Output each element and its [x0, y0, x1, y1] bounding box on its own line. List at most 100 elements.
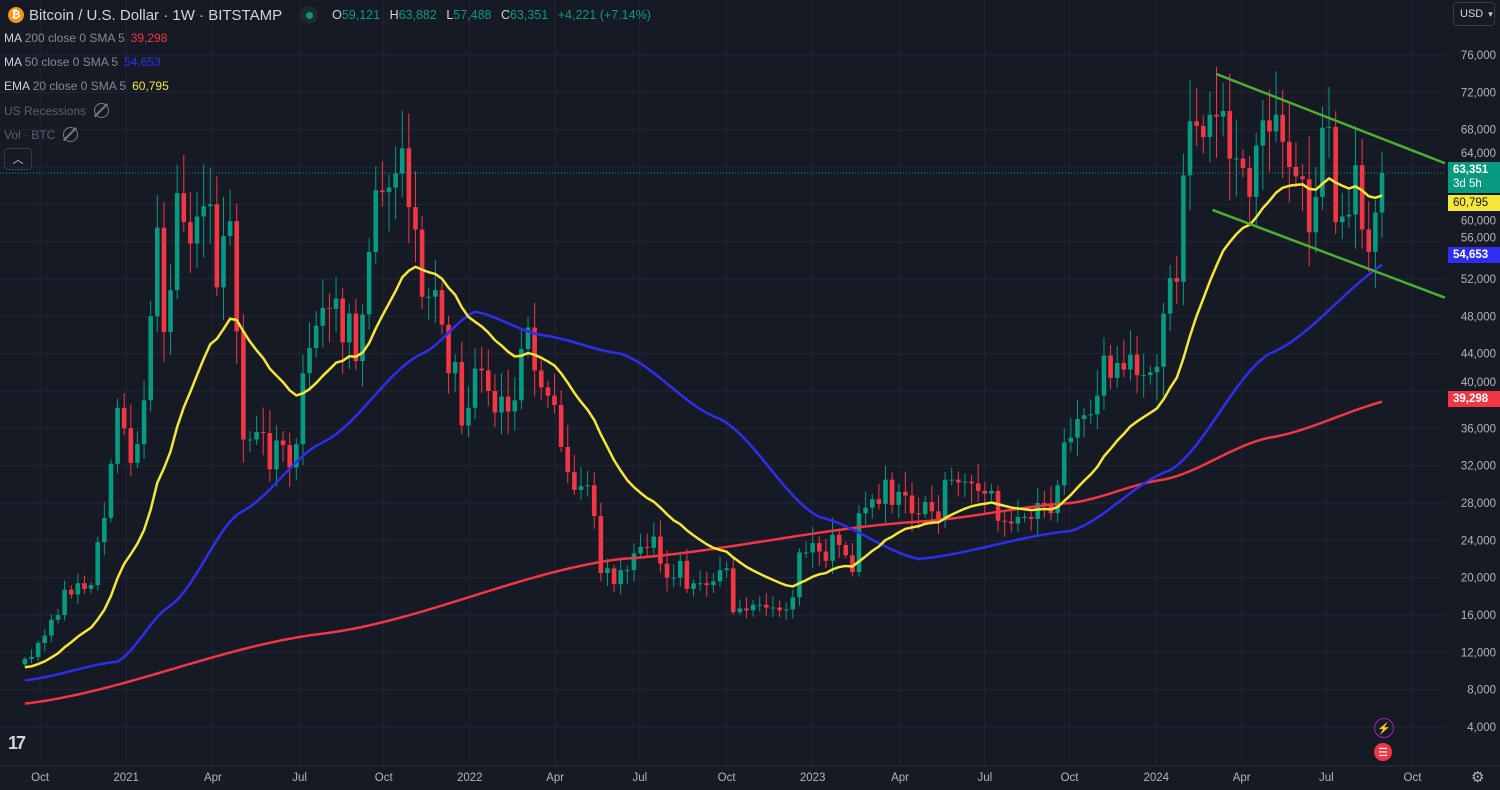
- candle-body: [1081, 415, 1087, 419]
- candle-body: [459, 362, 465, 426]
- x-tick-label: Apr: [891, 772, 909, 784]
- candle-body: [108, 463, 114, 518]
- y-tick-label: 8,000: [1467, 685, 1496, 697]
- candle-body: [393, 173, 398, 188]
- bitcoin-icon: ₿: [8, 7, 24, 23]
- legend-ma200[interactable]: MA 200 close 0 SMA 5 39,298: [4, 31, 167, 45]
- candle-body: [856, 513, 862, 573]
- candle-body: [121, 407, 127, 429]
- candle-body: [605, 568, 610, 573]
- candle-body: [724, 568, 729, 571]
- x-tick-label: Oct: [718, 772, 737, 784]
- chevron-down-icon: ▾: [1488, 8, 1493, 19]
- collapse-legend-button[interactable]: ︿: [4, 148, 32, 170]
- lightning-icon[interactable]: ⚡: [1374, 718, 1394, 738]
- candle-body: [836, 534, 842, 545]
- low-label: L: [446, 8, 454, 22]
- candle-body: [1108, 355, 1113, 378]
- legend-us-recessions[interactable]: US Recessions: [4, 103, 110, 118]
- gear-icon[interactable]: ⚙: [1471, 769, 1485, 786]
- candle-body: [737, 608, 743, 613]
- candle-body: [254, 432, 259, 440]
- candle-body: [578, 486, 584, 490]
- x-tick-label: 2023: [800, 772, 826, 784]
- candle-body: [1260, 120, 1266, 146]
- y-tick-label: 24,000: [1461, 535, 1496, 547]
- candle-body: [664, 563, 670, 578]
- ma50-line: [24, 263, 1383, 682]
- indicator-name: Vol · BTC: [4, 128, 56, 142]
- channel-lower-trendline: [1212, 208, 1446, 299]
- candle-body: [95, 542, 101, 586]
- candle-body: [519, 348, 524, 401]
- candle-body: [1061, 442, 1067, 486]
- candle-body: [525, 327, 531, 349]
- open-label: O: [332, 8, 342, 22]
- us-flag-icon[interactable]: ☰: [1374, 743, 1392, 761]
- candle-body: [889, 479, 895, 505]
- candle-body: [545, 387, 551, 396]
- candle-body: [777, 607, 782, 611]
- currency-select[interactable]: USD ▾: [1453, 2, 1495, 26]
- y-tick-label: 60,000: [1461, 215, 1496, 227]
- eye-hidden-icon[interactable]: [63, 127, 79, 142]
- symbol-title[interactable]: Bitcoin / U.S. Dollar · 1W · BITSTAMP: [29, 6, 283, 24]
- candle-body: [22, 658, 28, 665]
- candle-body: [711, 581, 716, 586]
- candle-body: [466, 407, 471, 426]
- ema20-line: [24, 177, 1383, 669]
- candle-body: [214, 204, 220, 288]
- candle-body: [1320, 127, 1325, 197]
- candle-body: [869, 499, 875, 508]
- candle-body: [320, 307, 326, 326]
- eye-hidden-icon[interactable]: [94, 103, 110, 118]
- candle-body: [1181, 175, 1186, 282]
- candle-body: [1326, 126, 1332, 128]
- change-value: +4,221 (+7.14%): [557, 8, 651, 22]
- candle-body: [552, 395, 557, 405]
- candle-body: [1214, 114, 1219, 117]
- candle-body: [949, 479, 954, 481]
- candle-body: [638, 546, 643, 554]
- legend-volume[interactable]: Vol · BTC: [4, 127, 79, 142]
- candle-body: [42, 635, 48, 643]
- candle-body: [817, 543, 822, 552]
- candle-body: [1194, 121, 1199, 126]
- y-tick-label: 44,000: [1461, 349, 1496, 361]
- bar-countdown: 3d 5h: [1453, 178, 1482, 190]
- candle-body: [75, 583, 81, 595]
- candle-body: [267, 432, 273, 470]
- x-tick-label: Oct: [375, 772, 394, 784]
- legend-ma50[interactable]: MA 50 close 0 SMA 5 54,653: [4, 55, 161, 69]
- tradingview-logo[interactable]: 17: [8, 733, 26, 753]
- candle-body: [1134, 354, 1140, 376]
- candle-body: [88, 585, 94, 589]
- candle-body: [922, 502, 928, 515]
- candle-body: [982, 490, 988, 494]
- low-value: 57,488: [453, 8, 492, 22]
- candle-body: [1055, 485, 1060, 514]
- candle-body: [1227, 110, 1233, 159]
- candle-body: [148, 316, 153, 401]
- y-tick-label: 40,000: [1461, 377, 1496, 389]
- candle-body: [1075, 418, 1080, 438]
- candle-body: [1359, 165, 1365, 230]
- x-tick-label: Apr: [546, 772, 564, 784]
- legend-ema20[interactable]: EMA 20 close 0 SMA 5 60,795: [4, 79, 169, 93]
- ma200-price-tag: 39,298: [1448, 391, 1500, 407]
- candle-body: [413, 207, 418, 230]
- candle-body: [790, 597, 796, 610]
- candle-body: [704, 583, 710, 586]
- candle-body: [446, 324, 451, 374]
- candle-body: [241, 331, 246, 440]
- candle-body: [962, 481, 968, 483]
- candle-body: [658, 536, 663, 564]
- candle-body: [174, 193, 180, 291]
- candle-body: [135, 444, 140, 463]
- candle-body: [697, 583, 703, 585]
- candle-body: [426, 296, 432, 298]
- last-price-tag: 63,351 3d 5h: [1448, 162, 1500, 193]
- candle-body: [307, 348, 312, 374]
- candle-body: [234, 221, 240, 332]
